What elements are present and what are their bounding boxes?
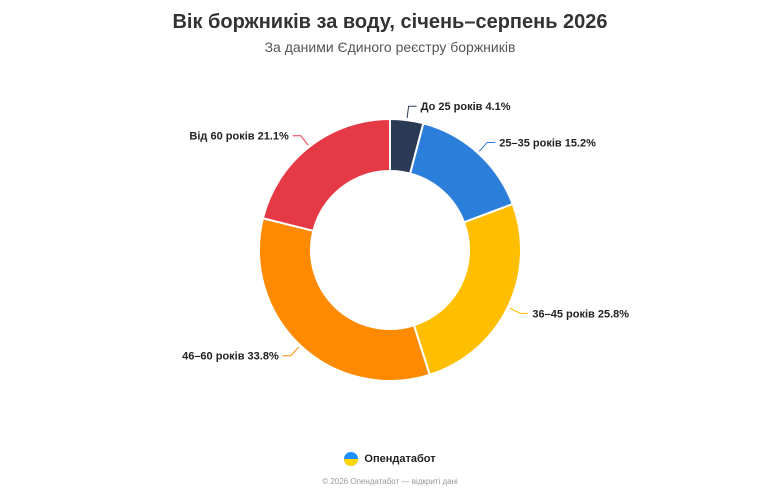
slice-3[interactable] [258,217,431,382]
slices-layer [258,117,522,382]
slice-label-0: До 25 років 4.1% [421,101,511,113]
chart-subtitle: За даними Єдиного реєстру боржників [264,39,516,55]
chart-title: Вік боржників за воду, січень–серпень 20… [172,11,608,33]
slice-label-2: 36–45 років 25.8% [532,308,629,320]
leader-line-4 [292,135,309,146]
footer-note: © 2026 Опендатабот — відкриті дані [322,477,458,486]
leader-line-3 [282,346,300,357]
labels-layer: До 25 років 4.1% 25–35 років 15.2% 36–45 р… [182,101,629,362]
slice-label-4: Від 60 років 21.1% [189,131,289,143]
brand-name: Опендатабот [364,453,436,465]
slice-1[interactable] [408,122,514,224]
brand: Опендатабот [0,452,780,466]
leader-line-0 [406,105,417,119]
opendatabot-logo-icon [344,452,359,466]
leader-line-1 [478,141,496,152]
slice-label-1: 25–35 років 15.2% [499,137,596,149]
leader-lines-layer [282,105,529,357]
slice-4[interactable] [261,117,391,233]
leader-line-2 [509,307,529,314]
slice-label-3: 46–60 років 33.8% [182,351,279,363]
slice-2[interactable] [412,202,522,377]
